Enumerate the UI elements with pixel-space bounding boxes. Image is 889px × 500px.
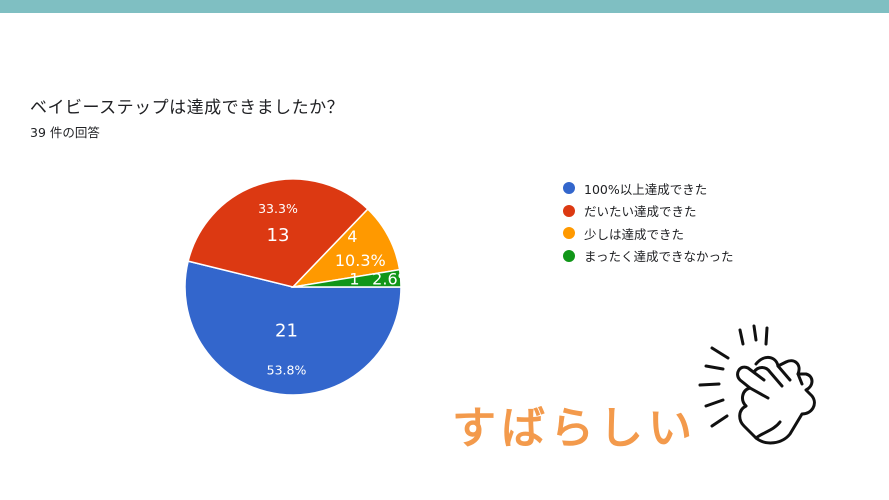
slice-percent-label: 2.6%: [372, 270, 413, 289]
slice-percent-label: 33.3%: [258, 201, 298, 216]
legend-label: 100%以上達成できた: [584, 181, 708, 197]
pie-slice[interactable]: [292, 268, 402, 288]
pie-slice[interactable]: [187, 178, 369, 288]
legend-label: まったく達成できなかった: [584, 249, 734, 265]
legend-item[interactable]: 少しは達成できた: [563, 222, 734, 245]
slice-value-label: 1: [349, 270, 359, 289]
legend-swatch: [563, 249, 575, 262]
legend-item[interactable]: だいたい達成できた: [563, 200, 734, 223]
slice-value-label: 21: [275, 321, 298, 342]
pie-slice[interactable]: [290, 208, 401, 289]
slice-percent-label: 53.8%: [267, 363, 307, 378]
legend-swatch: [563, 182, 575, 195]
response-count: 39 件の回答: [30, 125, 100, 140]
legend-swatch: [563, 204, 575, 217]
slice-percent-label: 10.3%: [335, 251, 386, 270]
praise-text: すばらしい: [452, 403, 697, 454]
clapping-hands-icon: [698, 324, 816, 445]
legend-swatch: [563, 227, 575, 240]
chart-legend: 100%以上達成できた だいたい達成できた 少しは達成できた まったく達成できな…: [563, 177, 734, 267]
pie-slice[interactable]: [184, 260, 402, 396]
slice-value-label: 4: [347, 227, 357, 246]
slice-value-label: 13: [267, 225, 290, 246]
legend-label: だいたい達成できた: [584, 204, 697, 220]
legend-item[interactable]: まったく達成できなかった: [563, 245, 734, 268]
legend-item[interactable]: 100%以上達成できた: [563, 177, 734, 200]
top-accent-bar: [0, 0, 889, 13]
legend-label: 少しは達成できた: [584, 226, 685, 242]
question-title: ベイビーステップは達成できましたか？: [30, 98, 345, 118]
